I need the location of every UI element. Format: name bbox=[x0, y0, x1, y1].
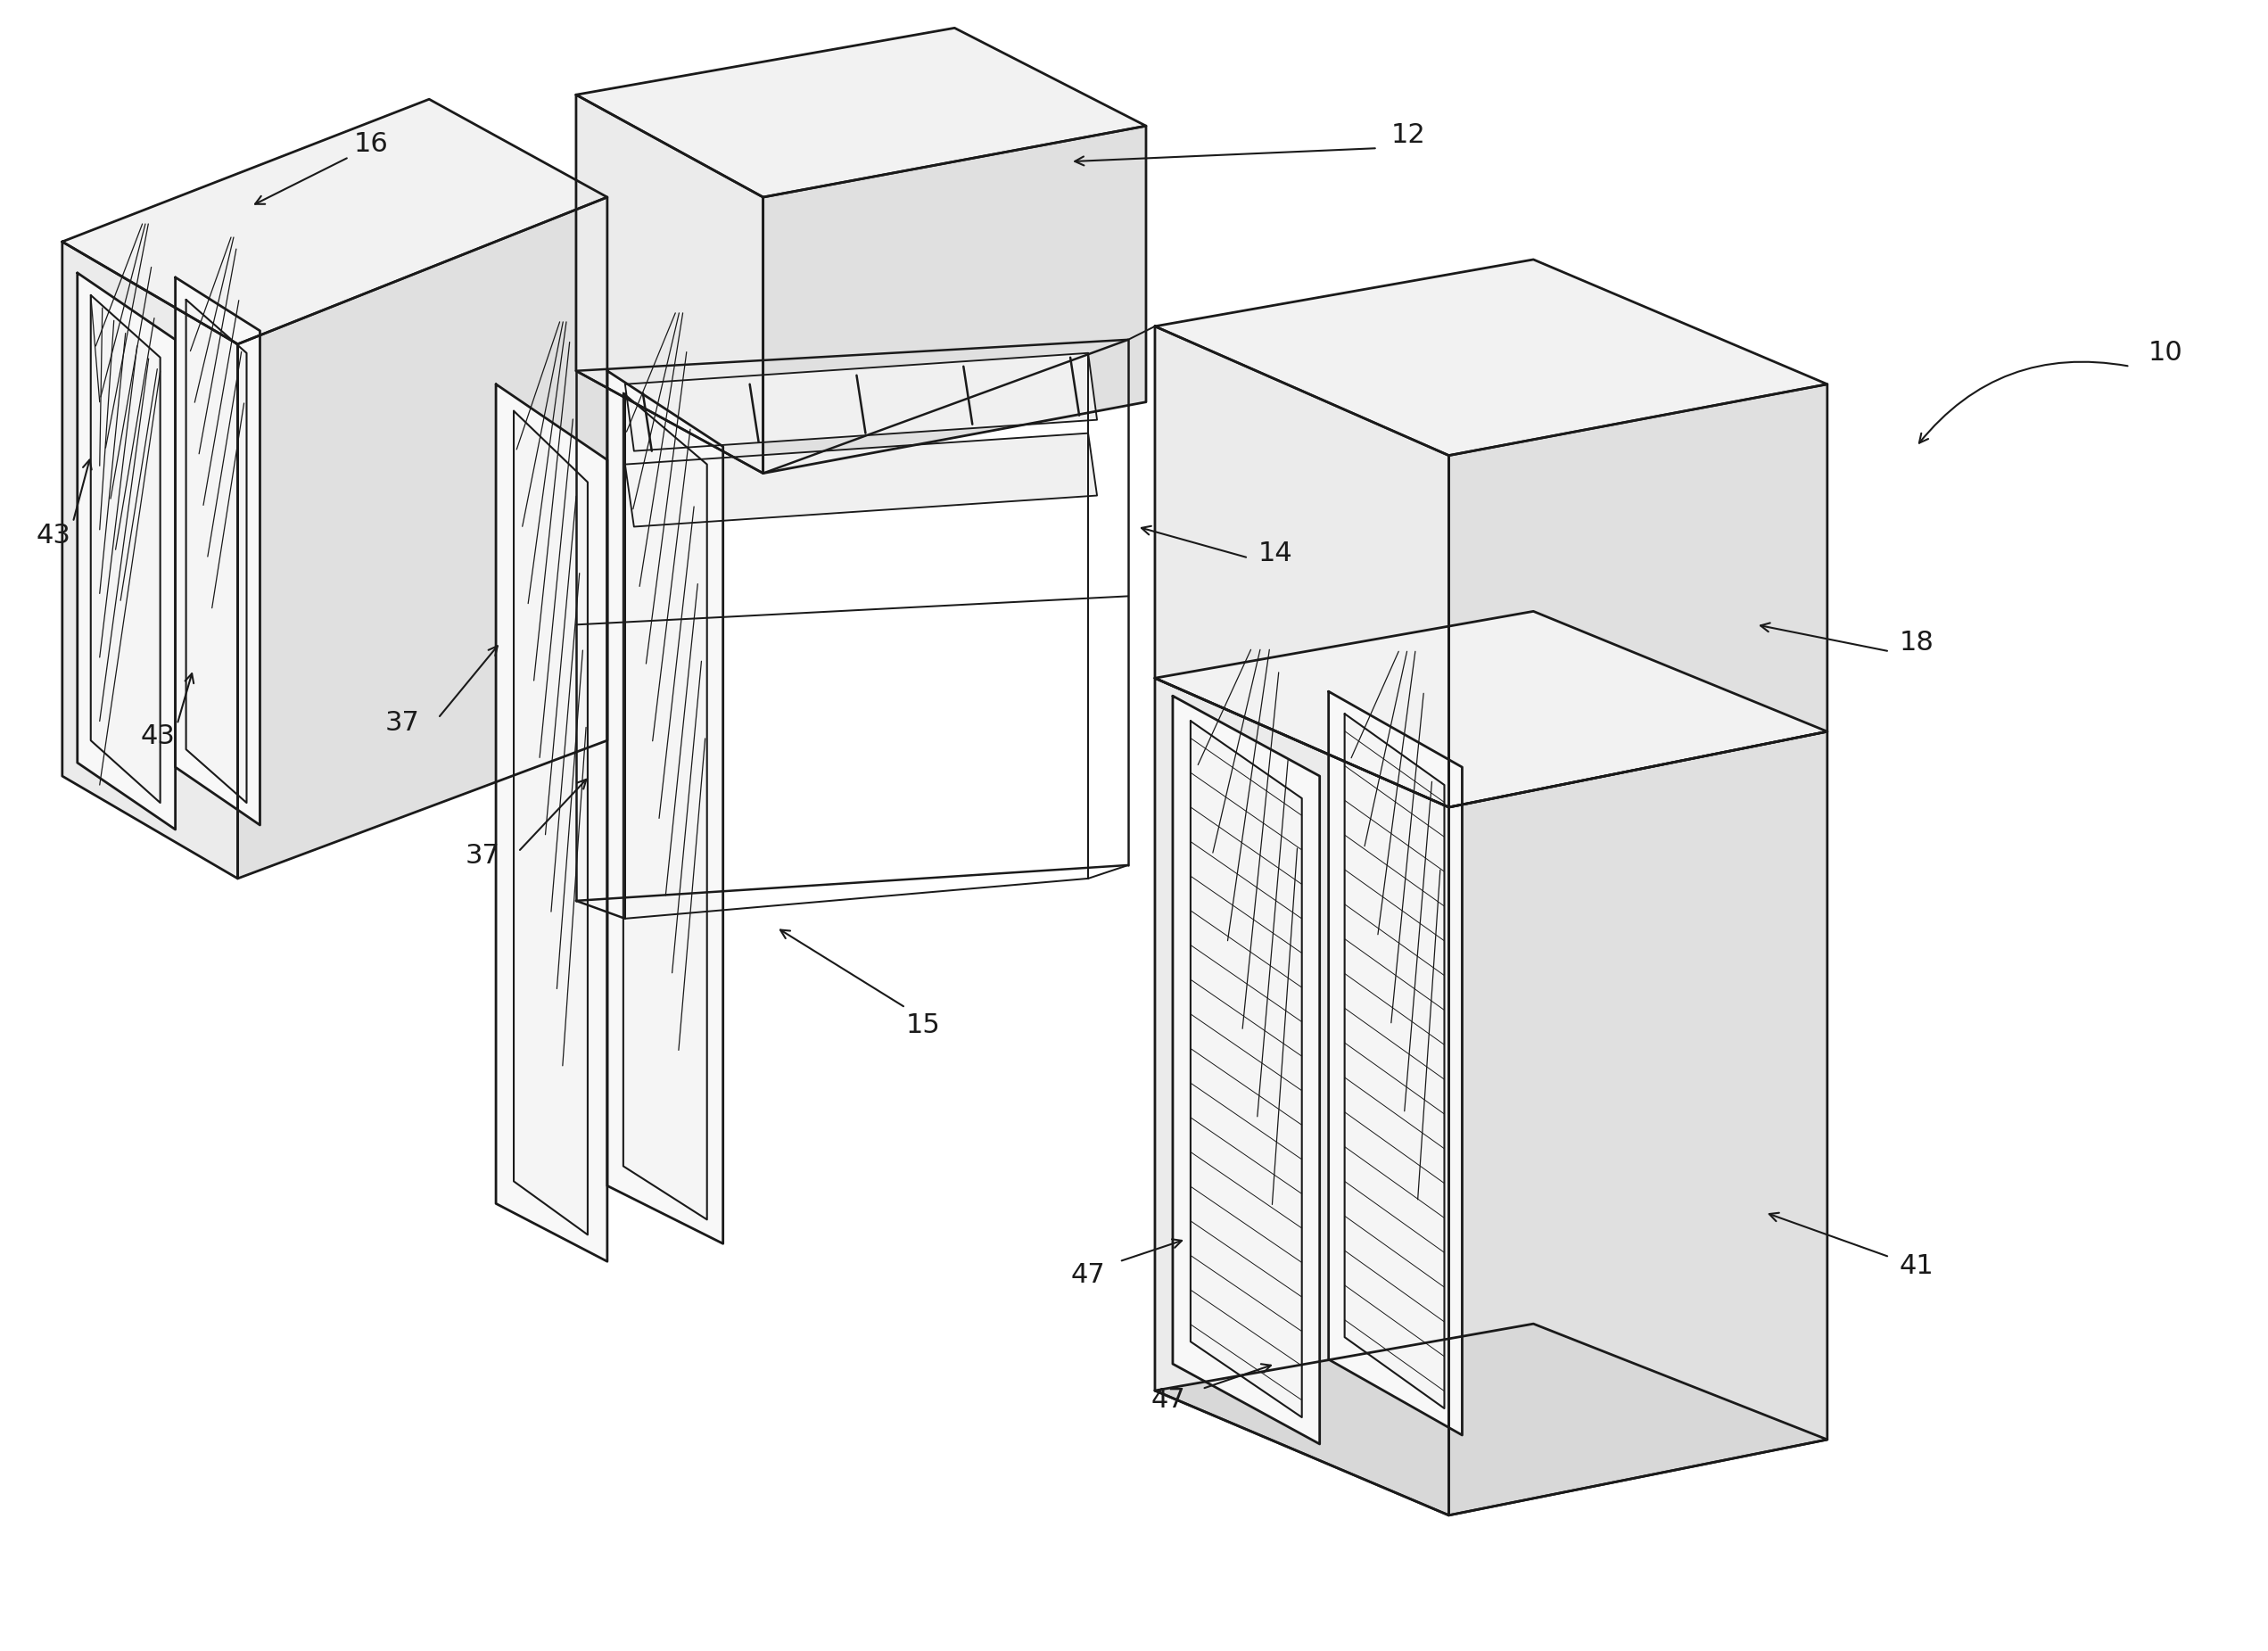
FancyArrowPatch shape bbox=[1769, 1213, 1887, 1256]
Polygon shape bbox=[1154, 611, 1828, 807]
FancyArrowPatch shape bbox=[780, 930, 903, 1007]
Text: 43: 43 bbox=[36, 523, 70, 548]
FancyArrowPatch shape bbox=[1075, 149, 1374, 165]
Polygon shape bbox=[1449, 385, 1828, 807]
Polygon shape bbox=[61, 99, 608, 343]
Polygon shape bbox=[1345, 713, 1445, 1408]
Polygon shape bbox=[576, 28, 1145, 196]
Polygon shape bbox=[762, 125, 1145, 474]
Text: 43: 43 bbox=[141, 723, 175, 750]
Text: 16: 16 bbox=[354, 130, 388, 157]
FancyArrowPatch shape bbox=[73, 461, 91, 520]
FancyArrowPatch shape bbox=[1760, 622, 1887, 650]
FancyArrowPatch shape bbox=[1141, 527, 1245, 556]
Polygon shape bbox=[624, 393, 708, 1220]
Text: 37: 37 bbox=[386, 710, 420, 736]
Polygon shape bbox=[91, 296, 161, 802]
Polygon shape bbox=[238, 196, 608, 878]
Polygon shape bbox=[175, 277, 261, 826]
FancyArrowPatch shape bbox=[254, 158, 347, 205]
FancyArrowPatch shape bbox=[519, 779, 587, 850]
FancyArrowPatch shape bbox=[1919, 362, 2127, 442]
FancyArrowPatch shape bbox=[1123, 1240, 1182, 1261]
Text: 47: 47 bbox=[1150, 1387, 1186, 1413]
Polygon shape bbox=[1154, 1324, 1828, 1516]
Text: 12: 12 bbox=[1393, 122, 1427, 147]
Polygon shape bbox=[1154, 259, 1828, 456]
Text: 15: 15 bbox=[907, 1012, 941, 1038]
Polygon shape bbox=[626, 353, 1098, 451]
Polygon shape bbox=[61, 241, 238, 878]
Text: 18: 18 bbox=[1898, 629, 1935, 655]
Polygon shape bbox=[497, 385, 608, 1261]
Polygon shape bbox=[186, 299, 247, 802]
Polygon shape bbox=[626, 433, 1098, 527]
Text: 14: 14 bbox=[1259, 540, 1293, 566]
Polygon shape bbox=[576, 94, 762, 474]
Polygon shape bbox=[77, 272, 175, 829]
Polygon shape bbox=[515, 411, 587, 1235]
Polygon shape bbox=[1191, 721, 1302, 1417]
Text: 41: 41 bbox=[1898, 1253, 1935, 1280]
Polygon shape bbox=[608, 371, 723, 1243]
FancyArrowPatch shape bbox=[440, 646, 497, 717]
Polygon shape bbox=[1154, 679, 1449, 1516]
Text: 10: 10 bbox=[2148, 340, 2182, 367]
Text: 47: 47 bbox=[1070, 1261, 1105, 1288]
FancyArrowPatch shape bbox=[1204, 1364, 1270, 1388]
Polygon shape bbox=[1154, 327, 1449, 807]
Text: 37: 37 bbox=[465, 844, 499, 868]
Polygon shape bbox=[1329, 692, 1463, 1435]
FancyArrowPatch shape bbox=[177, 674, 193, 721]
Polygon shape bbox=[1449, 731, 1828, 1516]
Polygon shape bbox=[1173, 697, 1320, 1445]
